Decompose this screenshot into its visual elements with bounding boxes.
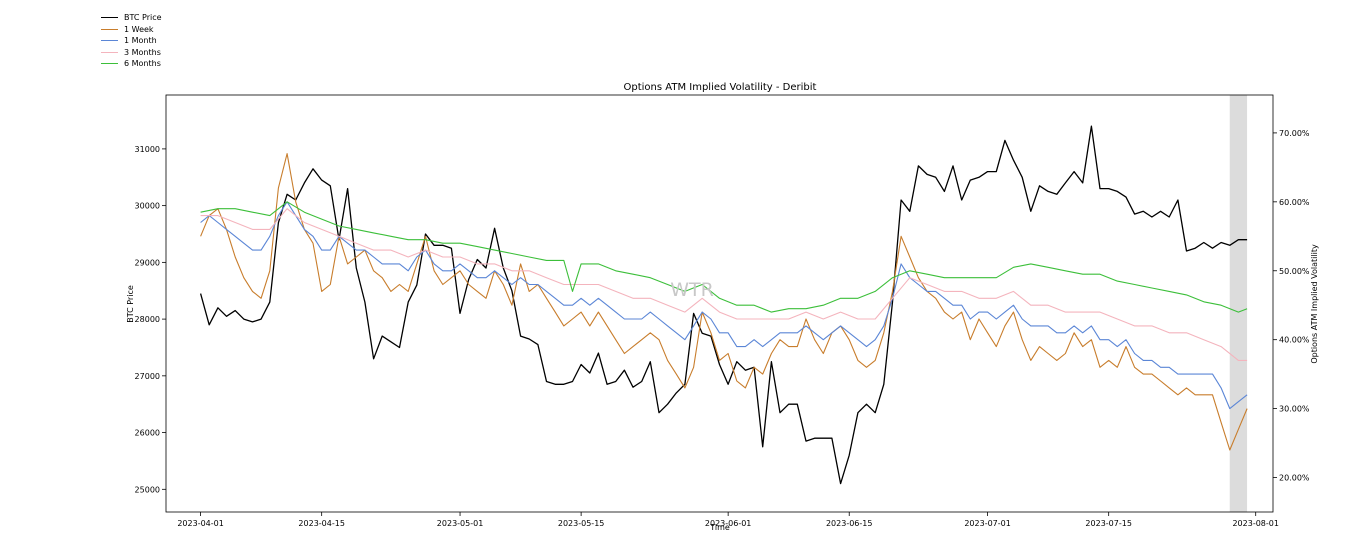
x-tick-label: 2023-06-15 [826, 519, 873, 528]
watermark: WTR [670, 279, 714, 301]
legend-swatch [101, 28, 118, 30]
plot-frame [165, 94, 1274, 513]
legend-item: BTC Price [101, 12, 162, 24]
legend-swatch [101, 63, 118, 65]
y-tick-label-left: 28000 [135, 315, 160, 324]
legend-label: 3 Months [124, 47, 161, 57]
y-tick-label-right: 60.00% [1279, 198, 1310, 207]
chart-legend: BTC Price 1 Week 1 Month 3 Months 6 Months [101, 12, 162, 70]
legend-swatch [101, 40, 118, 42]
x-tick-label: 2023-08-01 [1232, 519, 1279, 528]
y-tick-label-right: 20.00% [1279, 474, 1310, 483]
y-axis-label-left: BTC Price [126, 285, 135, 323]
x-tick-label: 2023-04-15 [298, 519, 345, 528]
legend-swatch [101, 17, 118, 19]
y-tick-label-right: 70.00% [1279, 129, 1310, 138]
x-tick-label: 2023-07-01 [964, 519, 1011, 528]
legend-swatch [101, 51, 118, 53]
series-line-1-week [200, 153, 1248, 451]
x-tick-label: 2023-05-01 [437, 519, 484, 528]
y-tick-label-left: 26000 [135, 429, 160, 438]
y-tick-label-left: 25000 [135, 485, 160, 494]
legend-item: 1 Week [101, 24, 162, 36]
y-axis-label-right: Options ATM Implied Volatility [1310, 244, 1319, 364]
legend-item: 3 Months [101, 47, 162, 59]
x-tick-label: 2023-05-15 [558, 519, 605, 528]
y-tick-label-right: 40.00% [1279, 336, 1310, 345]
chart-title: Options ATM Implied Volatility - Deribit [624, 82, 817, 93]
plot-area: 2023-04-01 2023-04-15 2023-05-01 2023-05-15… [135, 94, 1310, 528]
y-tick-label-left: 29000 [135, 258, 160, 267]
y-tick-label-left: 30000 [135, 202, 160, 211]
legend-label: 1 Month [124, 36, 157, 45]
legend-item: 6 Months [101, 58, 162, 70]
series-line-btc-price [199, 125, 1248, 485]
series-line-3-months [200, 208, 1248, 361]
x-tick-label: 2023-07-15 [1085, 519, 1132, 528]
series-line-6-months [200, 201, 1248, 313]
legend-label: 6 Months [124, 59, 161, 68]
legend-label: 1 Week [124, 24, 154, 34]
y-tick-label-right: 30.00% [1279, 405, 1310, 414]
legend-item: 1 Month [101, 35, 162, 47]
series-line-1-month [200, 201, 1248, 410]
y-tick-label-left: 27000 [135, 372, 160, 381]
shaded-region [1229, 95, 1248, 512]
x-tick-label: 2023-04-01 [177, 519, 224, 528]
x-axis-label: Time [709, 523, 730, 532]
legend-label: BTC Price [124, 13, 162, 22]
y-tick-label-left: 31000 [135, 145, 160, 154]
x-tick-label: 2023-06-01 [705, 519, 752, 528]
y-tick-label-right: 50.00% [1279, 267, 1310, 276]
